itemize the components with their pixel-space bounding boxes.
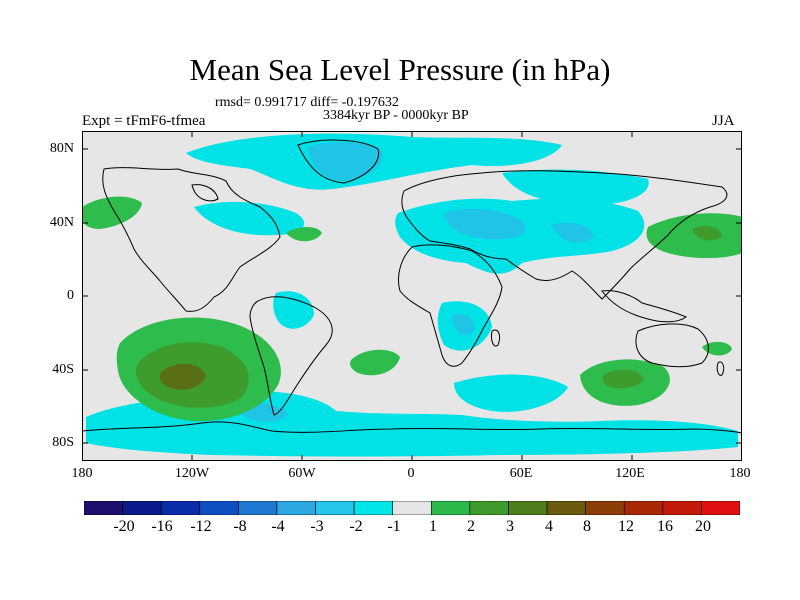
- anomaly-west-pacific-core: [692, 226, 722, 241]
- coast-africa: [398, 244, 503, 367]
- coast-eurasia: [401, 170, 728, 300]
- anomaly-south-pacific-core: [160, 363, 206, 390]
- colorbar-swatch: [623, 501, 664, 515]
- anomaly-central-asia-core: [552, 222, 594, 243]
- coast-south-america: [249, 296, 333, 416]
- anomaly-north-atlantic: [194, 201, 305, 236]
- colorbar-swatch: [701, 501, 740, 515]
- colorbar-label: 3: [506, 518, 514, 535]
- colorbar-label: 2: [467, 518, 475, 535]
- lat-label-80s: 80S: [52, 435, 74, 450]
- stats-line: rmsd= 0.991717 diff= -0.197632: [215, 95, 399, 110]
- anomaly-tropical-atlantic: [273, 291, 314, 329]
- colorbar-label: -4: [271, 518, 285, 535]
- positive-anomaly-regions: [82, 196, 742, 422]
- colorbar-swatch: [546, 501, 586, 515]
- colorbar-label: -1: [387, 518, 401, 535]
- coast-antarctica: [82, 421, 742, 434]
- colorbar-swatch: [84, 501, 123, 515]
- season-label: JJA: [712, 113, 735, 129]
- anomaly-atlantic-small: [286, 227, 322, 242]
- lon-label-120e: 120E: [615, 466, 645, 481]
- anomaly-greenland-core: [307, 142, 383, 181]
- coast-australia: [635, 323, 709, 368]
- anomaly-eurasia-core: [444, 208, 526, 240]
- colorbar-swatch: [508, 501, 548, 515]
- anomaly-south-atlantic-green: [350, 349, 400, 376]
- colorbar-label: 4: [545, 518, 553, 535]
- map-frame: [82, 131, 742, 461]
- anomaly-west-pacific: [646, 213, 742, 259]
- coast-madagascar: [491, 329, 501, 347]
- anomaly-tasman: [702, 341, 732, 356]
- colorbar-swatch: [392, 501, 432, 515]
- pressure-map: [82, 131, 742, 461]
- colorbar-swatch: [238, 501, 278, 515]
- colorbar-swatch: [160, 501, 201, 515]
- colorbar-swatch: [430, 501, 471, 515]
- anomaly-indian-ocean-core: [602, 369, 644, 389]
- colorbar-swatch: [315, 501, 355, 515]
- colorbar-label: 12: [618, 518, 634, 535]
- lon-label-180e: 180: [729, 466, 751, 481]
- lat-label-0: 0: [67, 288, 74, 303]
- colorbar-label: -12: [190, 518, 212, 535]
- coast-southeast-asia: [601, 290, 687, 323]
- colorbar-swatch: [199, 501, 239, 515]
- anomaly-south-atlantic: [454, 374, 568, 412]
- colorbar-label: -3: [310, 518, 324, 535]
- experiment-label: Expt = tFmF6-tfmea: [82, 113, 206, 129]
- colorbar-label: -20: [113, 518, 135, 535]
- coast-north-america: [102, 167, 281, 312]
- colorbar-swatch: [662, 501, 702, 515]
- colorbar-label: 8: [583, 518, 591, 535]
- map-title: Mean Sea Level Pressure (in hPa): [189, 52, 611, 87]
- coastlines: [82, 139, 742, 434]
- coast-new-zealand: [716, 361, 725, 376]
- lon-label-120w: 120W: [174, 466, 210, 481]
- colorbar-label: 16: [657, 518, 673, 535]
- lon-label-60w: 60W: [288, 466, 316, 481]
- period-label: 3384kyr BP - 0000kyr BP: [323, 108, 469, 123]
- colorbar-label: -2: [349, 518, 363, 535]
- colorbar-swatch: [585, 501, 625, 515]
- colorbar-swatch: [469, 501, 509, 515]
- anomaly-siberia: [502, 169, 649, 206]
- colorbar-label: -8: [233, 518, 247, 535]
- colorbar-swatch: [353, 501, 394, 515]
- anomaly-north-pacific: [82, 196, 142, 229]
- lat-label-40s: 40S: [52, 362, 74, 377]
- colorbar-label: 20: [695, 518, 711, 535]
- colorbar: [84, 501, 740, 515]
- lon-label-60e: 60E: [509, 466, 533, 481]
- colorbar-label: -16: [151, 518, 173, 535]
- coast-hudson-bay: [191, 184, 219, 202]
- lon-label-180w: 180: [71, 466, 93, 481]
- anomaly-africa-core: [452, 313, 475, 335]
- lat-label-40n: 40N: [49, 215, 74, 230]
- colorbar-swatch: [276, 501, 316, 515]
- coast-greenland: [297, 139, 380, 184]
- lon-label-0: 0: [407, 466, 415, 481]
- colorbar-swatch: [122, 501, 162, 515]
- lat-label-80n: 80N: [49, 141, 74, 156]
- colorbar-label: 1: [429, 518, 437, 535]
